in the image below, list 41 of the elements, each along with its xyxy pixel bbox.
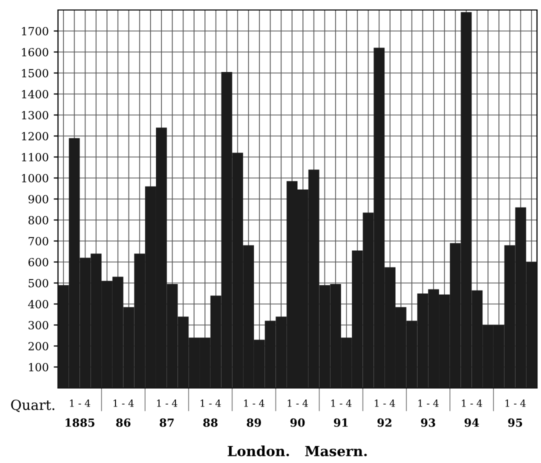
y-tick-label: 1100	[22, 152, 48, 162]
y-tick-label: 1200	[22, 132, 48, 140]
y-tick-label: 300	[28, 320, 48, 330]
y-tick-label: 200	[28, 342, 48, 350]
y-tick-label: 100	[29, 362, 48, 372]
text: 1 - 4	[200, 400, 221, 407]
y-tick-label: 1000	[22, 174, 48, 182]
y-tick-label: 700	[28, 236, 48, 246]
text: 1 - 4	[70, 400, 90, 407]
text: 86	[116, 418, 130, 427]
text: 1 - 4	[288, 400, 308, 407]
text: 90	[290, 418, 305, 427]
y-tick-label: 500	[28, 278, 48, 288]
text: 1 - 4	[244, 400, 264, 407]
y-tick-label: 400	[28, 300, 48, 308]
x-axis-title: Quart.	[11, 400, 54, 412]
y-tick-label: 1400	[22, 90, 48, 98]
text: 1 - 4	[505, 400, 526, 407]
text: 92	[377, 418, 392, 427]
y-tick-label: 800	[28, 216, 48, 224]
text: 1 - 4	[331, 400, 352, 407]
y-tick-label: 1500	[22, 68, 48, 78]
text: 1 - 4	[114, 400, 134, 407]
y-tick-label: 900	[28, 194, 48, 204]
text: 89	[246, 418, 261, 427]
text: 1 - 4	[157, 400, 178, 407]
text: 88	[203, 418, 218, 427]
y-tick-label: 1300	[22, 110, 48, 120]
text: 93	[421, 418, 436, 427]
text: 94	[464, 418, 479, 427]
text: 91	[334, 418, 348, 427]
y-tick-label: 1600	[22, 48, 48, 56]
text: 1 - 4	[374, 400, 396, 407]
y-tick-label: 1700	[22, 26, 48, 36]
text: 1 - 4	[418, 400, 439, 407]
text: 1 - 4	[462, 400, 482, 407]
text: 95	[508, 418, 522, 427]
text: 1885	[66, 418, 94, 427]
text: London. Masern.	[228, 446, 367, 456]
y-tick-label: 600	[28, 258, 48, 266]
text: 87	[160, 418, 174, 427]
